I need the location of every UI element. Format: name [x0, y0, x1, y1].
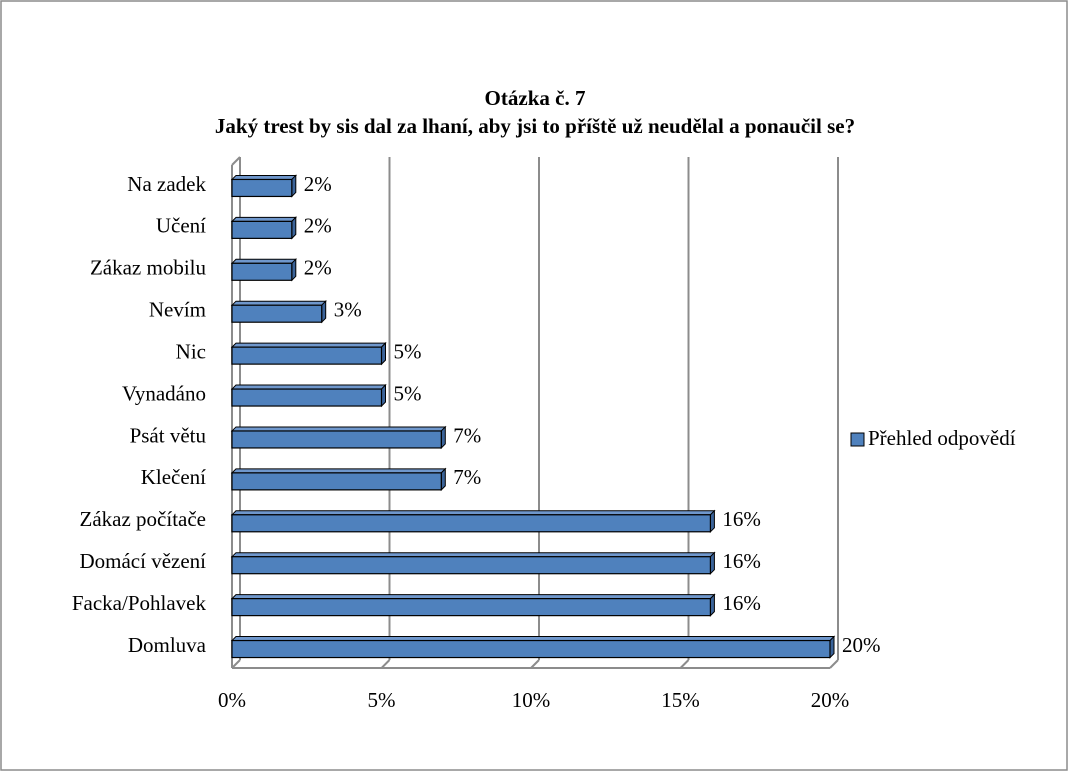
- value-label: 5%: [394, 381, 422, 405]
- y-tick-label: Zákaz počítače: [80, 507, 207, 531]
- bar: [231, 346, 383, 365]
- tick-mark: [231, 659, 241, 669]
- chart-subtitle: Jaký trest by sis dal za lhaní, aby jsi …: [215, 114, 855, 138]
- bar-top: [230, 468, 447, 474]
- bar-top: [230, 300, 327, 306]
- bar-top: [230, 384, 387, 390]
- bar-side: [321, 300, 327, 324]
- value-label: 2%: [304, 172, 332, 196]
- legend-label: Přehled odpovědí: [868, 426, 1016, 450]
- bar: [231, 430, 442, 449]
- y-tick-label: Vynadáno: [122, 381, 206, 405]
- legend-swatch: [850, 432, 865, 447]
- bar: [231, 388, 383, 407]
- y-tick-label: Klečení: [141, 465, 206, 489]
- bar: [231, 304, 323, 323]
- bar: [231, 262, 293, 281]
- bar-top: [230, 216, 298, 222]
- bar: [231, 556, 711, 575]
- tick-mark: [380, 659, 391, 669]
- bar: [231, 598, 711, 617]
- y-tick-label: Učení: [156, 214, 206, 238]
- bar: [231, 220, 293, 239]
- tick-mark: [829, 659, 839, 669]
- y-tick-label: Domluva: [128, 633, 207, 657]
- bar: [231, 178, 293, 198]
- y-tick-label: Nic: [176, 339, 206, 363]
- y-tick-label: Psát větu: [130, 423, 207, 447]
- bar-side: [381, 383, 386, 408]
- y-tick-label: Na zadek: [127, 172, 206, 196]
- y-tick-label: Domácí vězení: [79, 549, 206, 573]
- value-label: 16%: [722, 549, 761, 573]
- value-label: 16%: [722, 591, 761, 615]
- axis-wall: [231, 156, 241, 166]
- bar-top: [230, 258, 298, 264]
- bar: [231, 639, 831, 659]
- bar-side: [381, 341, 386, 366]
- bar: [231, 514, 711, 533]
- value-label: 2%: [304, 256, 332, 280]
- x-tick-label: 15%: [661, 688, 700, 712]
- value-label: 5%: [394, 339, 422, 363]
- bar-top: [230, 342, 387, 348]
- value-label: 3%: [334, 298, 362, 322]
- bar-top: [230, 426, 447, 432]
- y-tick-label: Nevím: [149, 298, 206, 322]
- y-tick-label: Zákaz mobilu: [90, 256, 207, 280]
- value-label: 16%: [722, 507, 761, 531]
- x-tick-label: 20%: [811, 688, 850, 712]
- x-tick-label: 0%: [218, 688, 246, 712]
- value-label: 7%: [453, 423, 481, 447]
- bar: [231, 472, 442, 491]
- tick-mark: [530, 659, 540, 669]
- tick-mark: [679, 659, 690, 669]
- y-tick-label: Facka/Pohlavek: [72, 591, 207, 615]
- chart-title: Otázka č. 7: [485, 86, 586, 110]
- x-tick-label: 5%: [368, 688, 396, 712]
- value-label: 7%: [453, 465, 481, 489]
- value-label: 20%: [842, 633, 881, 657]
- x-tick-label: 10%: [512, 688, 551, 712]
- value-label: 2%: [304, 214, 332, 238]
- bar-top: [230, 174, 298, 180]
